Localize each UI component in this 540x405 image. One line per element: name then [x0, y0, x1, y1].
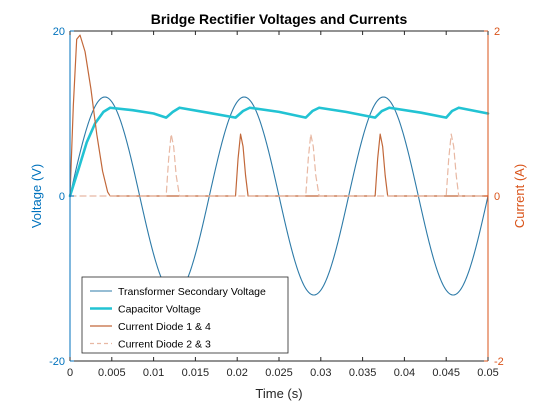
y-axis-left-ticks: 20 0 -20: [49, 26, 74, 368]
series-line-4: [69, 133, 489, 197]
x-tick-label: 0.02: [226, 367, 247, 379]
legend-label: Current Diode 1 & 4: [118, 321, 211, 333]
legend-label: Transformer Secondary Voltage: [118, 286, 266, 298]
y-left-tick-label: 20: [53, 26, 65, 38]
y-right-tick-label: 0: [494, 191, 500, 203]
legend-items: Transformer Secondary Voltage Capacitor V…: [90, 286, 266, 351]
x-tick-label: 0.025: [265, 367, 293, 379]
series-line-3: [69, 34, 489, 197]
x-tick-label: 0.05: [477, 367, 498, 379]
y-axis-right-label: Current (A): [512, 164, 527, 228]
y-right-tick-label: 2: [494, 26, 500, 38]
series-layer: [68, 34, 490, 296]
y-left-tick-label: -20: [49, 356, 65, 368]
x-tick-label: 0.035: [349, 367, 377, 379]
legend-label: Current Diode 2 & 3: [118, 339, 211, 351]
x-tick-label: 0.045: [432, 367, 460, 379]
x-axis-ticks: 0 0.005 0.01 0.015 0.02 0.025 0.03 0.035 0.04 0.0…: [67, 31, 499, 379]
x-tick-label: 0.01: [143, 367, 164, 379]
x-tick-label: 0.015: [182, 367, 210, 379]
series-line-2: [68, 106, 490, 198]
x-axis-label: Time (s): [255, 386, 302, 401]
x-tick-label: 0: [67, 367, 73, 379]
x-tick-label: 0.04: [394, 367, 415, 379]
legend: Transformer Secondary Voltage Capacitor V…: [81, 276, 289, 354]
legend-box: [81, 276, 289, 354]
x-tick-label: 0.005: [98, 367, 126, 379]
y-right-tick-label: -2: [494, 356, 504, 368]
legend-label: Capacitor Voltage: [118, 304, 201, 316]
chart-title: Bridge Rectifier Voltages and Currents: [151, 11, 408, 27]
y-axis-left-label: Voltage (V): [29, 164, 44, 228]
x-tick-label: 0.03: [310, 367, 331, 379]
y-axis-right-ticks: 2 0 -2: [484, 26, 504, 368]
y-left-tick-label: 0: [59, 191, 65, 203]
